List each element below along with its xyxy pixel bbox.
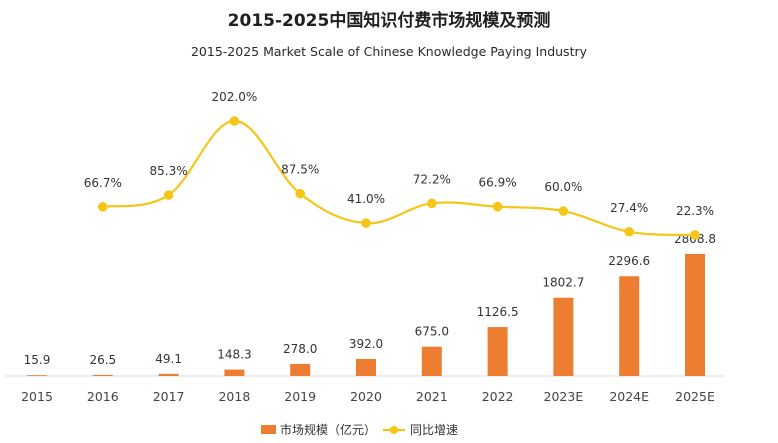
bar-2021 [421, 346, 442, 376]
x-tick-2022: 2022 [482, 389, 514, 404]
growth-label-2020: 41.0% [347, 192, 385, 206]
growth-point-2016 [98, 202, 108, 212]
growth-point-2022 [492, 201, 503, 212]
bar-label-2017: 49.1 [155, 352, 182, 366]
bar-2016 [92, 374, 113, 376]
x-tick-2020: 2020 [350, 389, 382, 404]
legend-bar-swatch [261, 425, 276, 434]
x-tick-2016: 2016 [87, 389, 119, 404]
legend-line-marker [390, 426, 398, 434]
chart-subtitle: 2015-2025 Market Scale of Chinese Knowle… [190, 44, 588, 59]
growth-point-2018 [229, 116, 240, 126]
growth-label-2021: 72.2% [413, 172, 451, 186]
growth-point-2019 [295, 188, 306, 199]
bar-2020 [356, 358, 376, 376]
x-tick-2018: 2018 [218, 389, 250, 404]
x-tick-2025E: 2025E [675, 389, 715, 404]
x-tick-2024E: 2024E [609, 389, 649, 404]
growth-point-2017 [163, 190, 174, 200]
bar-label-2018: 148.3 [217, 348, 251, 362]
bar-label-2023E: 1802.7 [542, 276, 584, 290]
growth-line [102, 119, 696, 237]
growth-label-2022: 66.9% [479, 176, 517, 190]
bar-label-2021: 675.0 [415, 325, 449, 339]
bar-2022 [487, 327, 508, 376]
bar-label-2022: 1126.5 [477, 305, 519, 319]
growth-point-2025E [690, 230, 700, 240]
bar-label-2024E: 2296.6 [608, 254, 650, 268]
bar-2018 [224, 369, 245, 376]
legend-bar-label: 市场规模（亿元） [280, 422, 376, 437]
bar-label-2019: 278.0 [283, 342, 317, 356]
x-tick-2017: 2017 [153, 389, 185, 404]
x-tick-2019: 2019 [284, 389, 316, 404]
growth-label-2024E: 27.4% [610, 201, 648, 215]
growth-label-2016: 66.7% [84, 176, 122, 190]
bar-label-2016: 26.5 [89, 353, 116, 367]
growth-point-2024E [624, 226, 634, 237]
bar-2015 [27, 375, 47, 376]
bar-2023E [553, 297, 574, 376]
growth-label-2018: 202.0% [212, 90, 258, 104]
bar-2025E [685, 254, 705, 376]
growth-point-2020 [361, 218, 371, 228]
growth-label-2025E: 22.3% [676, 204, 714, 218]
x-tick-2021: 2021 [416, 389, 448, 404]
x-tick-2023E: 2023E [544, 389, 584, 404]
bar-label-2020: 392.0 [349, 337, 383, 351]
x-tick-2015: 2015 [21, 389, 53, 404]
growth-label-2017: 85.3% [150, 164, 188, 178]
legend-line-label: 同比增速 [410, 423, 458, 437]
chart-title: 2015-2025中国知识付费市场规模及预测 [227, 11, 551, 31]
growth-label-2023E: 60.0% [544, 180, 582, 194]
growth-point-2023E [558, 206, 569, 216]
growth-point-2021 [427, 198, 437, 209]
bar-2017 [158, 373, 179, 376]
bar-2024E [619, 276, 640, 376]
bar-label-2015: 15.9 [24, 353, 51, 367]
growth-label-2019: 87.5% [281, 163, 319, 177]
bar-2019 [290, 363, 311, 376]
